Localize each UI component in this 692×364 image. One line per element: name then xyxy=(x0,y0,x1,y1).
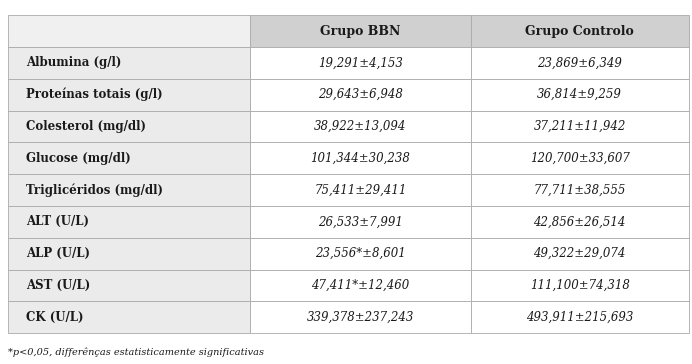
Bar xyxy=(8,206,250,238)
Text: 29,643±6,948: 29,643±6,948 xyxy=(318,88,403,101)
Text: CK (U/L): CK (U/L) xyxy=(26,310,84,324)
Text: *p<0,05, differênças estatisticamente significativas: *p<0,05, differênças estatisticamente si… xyxy=(8,348,264,357)
Text: 493,911±215,693: 493,911±215,693 xyxy=(526,310,633,324)
Text: Proteínas totais (g/l): Proteínas totais (g/l) xyxy=(26,88,163,102)
Bar xyxy=(250,79,471,111)
Bar xyxy=(8,301,250,333)
Text: 101,344±30,238: 101,344±30,238 xyxy=(311,152,410,165)
Text: 36,814±9,259: 36,814±9,259 xyxy=(537,88,622,101)
Bar xyxy=(471,111,689,142)
Text: Albumina (g/l): Albumina (g/l) xyxy=(26,56,122,70)
Bar xyxy=(8,79,250,111)
Bar xyxy=(250,269,471,301)
Text: 38,922±13,094: 38,922±13,094 xyxy=(314,120,406,133)
Text: 26,533±7,991: 26,533±7,991 xyxy=(318,215,403,228)
Text: 75,411±29,411: 75,411±29,411 xyxy=(314,183,406,197)
Text: 49,322±29,074: 49,322±29,074 xyxy=(534,247,626,260)
Bar xyxy=(250,238,471,269)
Text: Triglicéridos (mg/dl): Triglicéridos (mg/dl) xyxy=(26,183,163,197)
Text: 23,556*±8,601: 23,556*±8,601 xyxy=(315,247,406,260)
Text: Grupo BBN: Grupo BBN xyxy=(320,25,401,38)
Text: 42,856±26,514: 42,856±26,514 xyxy=(534,215,626,228)
Bar xyxy=(471,15,689,47)
Bar xyxy=(8,174,250,206)
Bar xyxy=(250,301,471,333)
Text: AST (U/L): AST (U/L) xyxy=(26,279,91,292)
Bar xyxy=(471,174,689,206)
Bar xyxy=(471,301,689,333)
Text: 77,711±38,555: 77,711±38,555 xyxy=(534,183,626,197)
Bar xyxy=(471,142,689,174)
Bar xyxy=(250,15,471,47)
Text: Colesterol (mg/dl): Colesterol (mg/dl) xyxy=(26,120,146,133)
Bar xyxy=(250,206,471,238)
Text: Grupo Controlo: Grupo Controlo xyxy=(525,25,634,38)
Bar xyxy=(471,269,689,301)
Bar xyxy=(250,47,471,79)
Bar xyxy=(471,79,689,111)
Bar xyxy=(8,269,250,301)
Text: ALP (U/L): ALP (U/L) xyxy=(26,247,90,260)
Bar xyxy=(471,206,689,238)
Text: ALT (U/L): ALT (U/L) xyxy=(26,215,89,228)
Bar xyxy=(250,142,471,174)
Bar xyxy=(8,238,250,269)
Text: 37,211±11,942: 37,211±11,942 xyxy=(534,120,626,133)
Text: Glucose (mg/dl): Glucose (mg/dl) xyxy=(26,152,131,165)
Text: 19,291±4,153: 19,291±4,153 xyxy=(318,56,403,70)
Bar xyxy=(471,47,689,79)
Bar xyxy=(250,111,471,142)
Text: 111,100±74,318: 111,100±74,318 xyxy=(530,279,630,292)
Text: 47,411*±12,460: 47,411*±12,460 xyxy=(311,279,410,292)
Bar xyxy=(8,142,250,174)
Bar xyxy=(8,111,250,142)
Bar xyxy=(471,238,689,269)
Text: 120,700±33,607: 120,700±33,607 xyxy=(530,152,630,165)
Bar xyxy=(250,174,471,206)
Text: 23,869±6,349: 23,869±6,349 xyxy=(537,56,622,70)
Text: 339,378±237,243: 339,378±237,243 xyxy=(307,310,414,324)
Bar xyxy=(8,47,250,79)
Bar xyxy=(8,15,250,47)
